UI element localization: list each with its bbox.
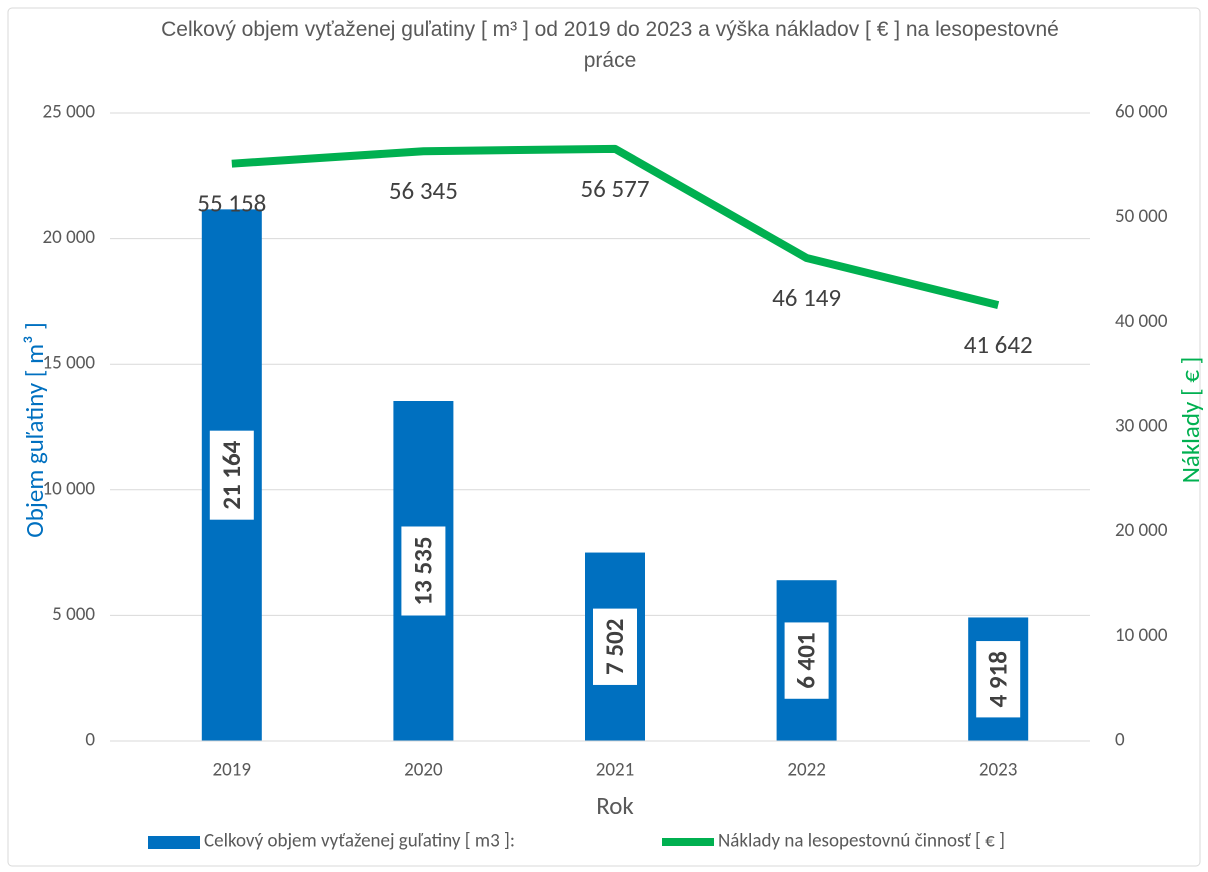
y-tick-label: 10 000	[43, 477, 96, 500]
bar-value-label: 4 918	[976, 641, 1021, 718]
x-tick-label: 2022	[787, 759, 826, 782]
label-box	[976, 641, 1021, 718]
y-axis-label: Objem guľatiny [ m³ ]	[19, 322, 50, 538]
y2-tick-label: 60 000	[1115, 101, 1168, 124]
y2-tick-label: 30 000	[1115, 415, 1168, 438]
bar-value-text: 4 918	[982, 651, 1013, 707]
x-tick-label: 2021	[596, 759, 635, 782]
y2-tick-label: 50 000	[1115, 205, 1168, 228]
legend-label: Náklady na lesopestovnú činnosť [ € ]	[718, 830, 1005, 853]
bar-value-text: 13 535	[407, 536, 438, 605]
bar-value-label: 6 401	[784, 622, 829, 699]
label-box	[784, 622, 829, 699]
y2-tick-label: 40 000	[1115, 310, 1168, 333]
line-value-label: 55 158	[197, 188, 266, 219]
y-tick-label: 5 000	[52, 603, 95, 626]
y2-tick-label: 10 000	[1115, 624, 1168, 647]
x-tick-label: 2019	[213, 759, 252, 782]
bar-value-text: 7 502	[599, 619, 630, 675]
x-axis-label: Rok	[596, 790, 634, 821]
line-value-label: 56 345	[389, 175, 458, 206]
y2-axis-label: Náklady [ € ]	[1175, 357, 1206, 484]
line-value-label: 56 577	[580, 173, 649, 204]
x-tick-label: 2020	[404, 759, 443, 782]
y-tick-label: 0	[85, 729, 95, 752]
chart-title: Celkový objem vyťaženej guľatiny [ m³ ] …	[161, 18, 1059, 72]
y2-tick-label: 0	[1115, 729, 1125, 752]
y-tick-label: 15 000	[43, 352, 96, 375]
line	[231, 144, 1000, 310]
bar-value-label: 21 164	[209, 430, 254, 520]
chart-border	[7, 7, 1201, 867]
y-tick-label: 20 000	[43, 226, 96, 249]
x-tick-label: 2023	[979, 759, 1018, 782]
bar-value-label: 7 502	[593, 608, 637, 685]
line-value-label: 46 149	[772, 282, 841, 313]
label-box	[209, 430, 254, 520]
legend-label: Celkový objem vyťaženej guľatiny [ m3 ]:	[204, 830, 515, 853]
line-value-label: 41 642	[964, 329, 1033, 360]
y2-tick-label: 20 000	[1115, 519, 1168, 542]
label-box	[401, 526, 446, 616]
label-box	[593, 608, 637, 685]
legend-swatch	[148, 836, 200, 849]
bar-value-text: 21 164	[216, 440, 247, 509]
bar-value-label: 13 535	[401, 526, 446, 616]
y-tick-label: 25 000	[43, 101, 96, 124]
bar-value-text: 6 401	[791, 632, 822, 688]
